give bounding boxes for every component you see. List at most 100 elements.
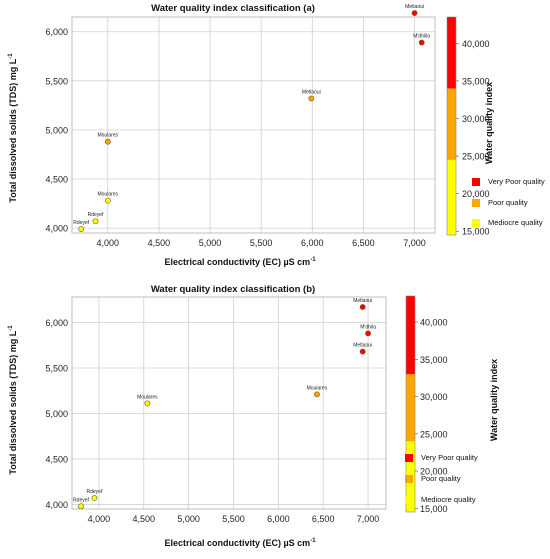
colorbar-tick-label: 25,000: [462, 152, 490, 162]
point-label: Rdeyef: [73, 220, 89, 226]
y-tick-label: 5,500: [45, 76, 68, 86]
x-tick-label: 6,500: [352, 238, 375, 248]
data-point: [92, 218, 99, 225]
legend-label: Mediocre quality: [488, 218, 543, 227]
y-tick-label: 5,000: [45, 125, 68, 135]
x-tick-label: 6,000: [267, 514, 290, 524]
data-point: [78, 503, 84, 510]
x-tick-label: 5,000: [199, 238, 222, 248]
colorbar-tick-label: 40,000: [462, 39, 490, 49]
point-label: Moulares: [137, 394, 158, 400]
y-tick-label: 5,000: [45, 409, 68, 419]
x-tick-label: 4,000: [97, 238, 120, 248]
colorbar-tick-label: 30,000: [462, 114, 490, 124]
legend-item: Very Poor quality: [405, 453, 478, 462]
data-point: [359, 348, 366, 355]
point-label: Rdeyef: [88, 212, 104, 218]
scatter-plot: 4,000 4,500 5,000 5,500 6,000 6,500 7,000 4,000…: [45, 295, 448, 524]
legend-label: Very Poor quality: [421, 453, 478, 462]
colorbar-tick-label: 35,000: [420, 355, 448, 365]
plot-frame: [71, 296, 387, 510]
data-point: [365, 330, 371, 337]
legend-label: Poor quality: [421, 474, 461, 483]
point-label: M'dhila: [360, 324, 376, 330]
y-tick-label: 4,000: [45, 500, 68, 510]
point-label: Rdeyef: [73, 497, 89, 503]
x-tick-label: 5,500: [222, 514, 245, 524]
legend-label: Very Poor quality: [488, 177, 545, 186]
y-tick-label: 6,000: [45, 27, 68, 37]
x-axis-label: Electrical conductivity (EC) µS cm-1: [164, 257, 316, 267]
x-tick-label: 6,500: [312, 514, 335, 524]
x-axis-label: Electrical conductivity (EC) µS cm-1: [164, 538, 316, 548]
colorbar-tick-label: 15,000: [462, 227, 490, 237]
point-label: M'dhilla: [413, 34, 430, 40]
data-point: [314, 391, 320, 398]
point-label: Metlaoui: [302, 89, 321, 95]
legend-item: Mediocre quality: [405, 495, 476, 504]
legend-item: Mediocre quality: [472, 218, 543, 227]
y-tick-label: 4,000: [45, 224, 68, 234]
colorbar-band: [447, 17, 456, 89]
point-label: Metlaoui: [353, 343, 372, 349]
data-point: [418, 39, 425, 46]
point-label: Moulares: [97, 192, 118, 198]
chart-title: Water quality index classification (b): [150, 284, 316, 295]
colorbar-band: [447, 88, 456, 160]
colorbar-frame: [446, 16, 457, 236]
y-tick-label: 6,000: [45, 318, 68, 328]
chart-panel-a: Water quality index classification (a) T…: [8, 3, 545, 267]
legend-swatch: [405, 474, 413, 483]
plot-frame: [71, 16, 436, 234]
x-tick-label: 7,000: [357, 514, 380, 524]
legend-item: Poor quality: [405, 474, 461, 483]
chart-panel-b: Water quality index classification (b) T…: [0, 280, 550, 559]
x-tick-label: 7,000: [403, 238, 426, 248]
data-point: [359, 304, 366, 310]
data-point: [104, 197, 111, 204]
x-tick-label: 5,500: [250, 238, 273, 248]
colorbar-band: [447, 159, 456, 235]
x-tick-label: 4,000: [88, 514, 111, 524]
x-tick-label: 4,500: [133, 514, 156, 524]
y-tick-label: 4,500: [45, 175, 68, 185]
legend-label: Mediocre quality: [421, 495, 476, 504]
colorbar-label: Water quality index: [489, 358, 499, 442]
data-point: [411, 10, 418, 16]
data-point: [104, 138, 111, 145]
point-label: Moulares: [307, 385, 328, 391]
colorbar-tick-label: 25,000: [420, 429, 448, 439]
colorbar-label: Water quality index: [484, 81, 494, 165]
scatter-plot: 4,000 4,500 5,000 5,500 6,000 6,500 7,000 4,000…: [45, 4, 490, 248]
colorbar-tick-label: 20,000: [420, 467, 448, 477]
data-point: [91, 495, 98, 501]
colorbar-band: [406, 374, 415, 442]
data-point: [144, 400, 151, 407]
colorbar-band: [406, 296, 415, 375]
colorbar-tick-label: 30,000: [420, 392, 448, 402]
colorbar-tick-label: 15,000: [420, 504, 448, 514]
x-tick-label: 4,500: [148, 238, 171, 248]
point-label: Metlaoui: [405, 4, 424, 10]
y-tick-label: 4,500: [45, 454, 68, 464]
x-tick-label: 5,000: [177, 514, 200, 524]
legend-item: Poor quality: [472, 198, 528, 207]
y-tick-label: 5,500: [45, 363, 68, 373]
legend-item: Very Poor quality: [472, 177, 545, 186]
colorbar-tick-label: 40,000: [420, 318, 448, 328]
legend-swatch: [472, 218, 480, 227]
legend-swatch: [472, 177, 480, 186]
data-point: [308, 95, 315, 102]
point-label: Rdeyef: [87, 489, 103, 495]
data-point: [78, 226, 85, 232]
x-tick-label: 6,000: [301, 238, 324, 248]
legend-label: Poor quality: [488, 198, 528, 207]
colorbar-frame: [405, 295, 416, 513]
legend-swatch: [405, 495, 413, 504]
legend-swatch: [405, 453, 413, 462]
point-label: Moulares: [97, 133, 118, 139]
point-label: Metlaoui: [353, 298, 372, 304]
legend-swatch: [472, 198, 480, 207]
colorbar-tick-label: 35,000: [462, 76, 490, 86]
colorbar-tick-label: 20,000: [462, 189, 490, 199]
